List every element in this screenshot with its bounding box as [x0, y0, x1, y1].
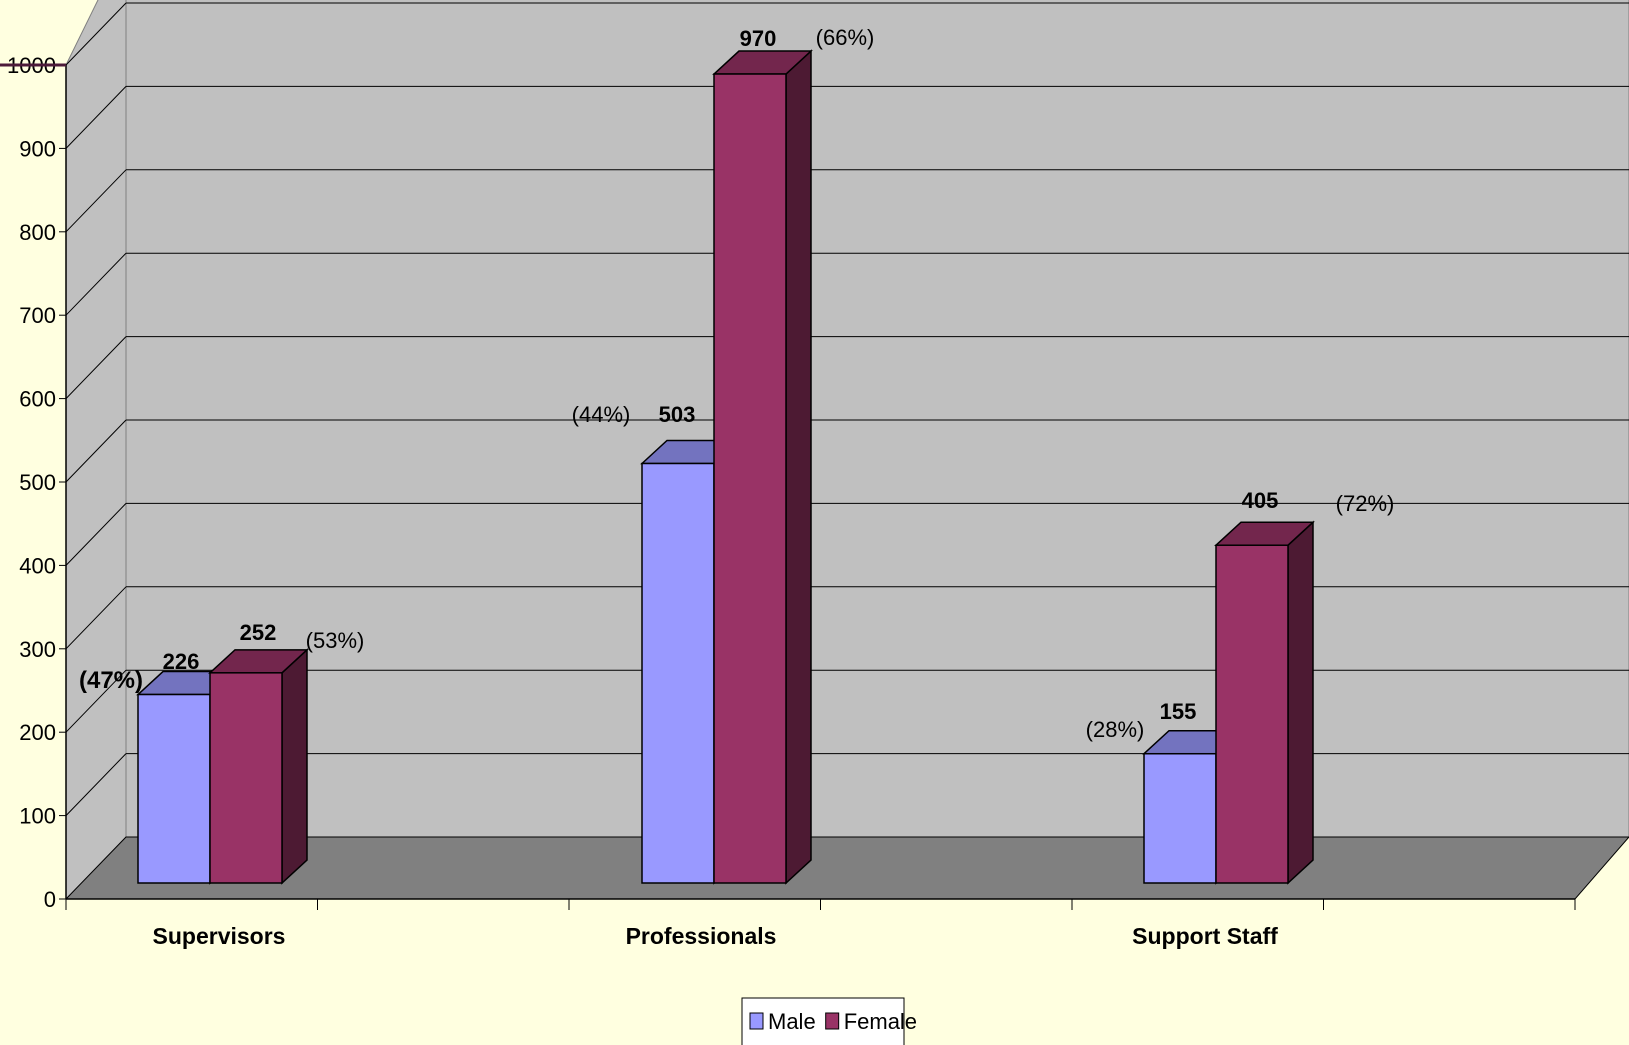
bar-front — [1143, 752, 1217, 884]
y-tick-label: 900 — [19, 136, 56, 161]
gridline-side — [65, 252, 127, 316]
value-label: 226 — [163, 649, 200, 674]
y-tick-label: 700 — [19, 303, 56, 328]
legend-box — [741, 997, 905, 1045]
value-label: 405 — [1242, 488, 1279, 513]
gridlines — [65, 2, 1629, 816]
bar-side — [785, 49, 812, 885]
legend: Male Female — [741, 997, 917, 1045]
bar-front — [641, 462, 715, 884]
gridline-side — [65, 503, 127, 566]
bar-front — [209, 672, 283, 884]
legend-label-male: Male — [768, 1009, 816, 1034]
data-labels: 226 (47%) 252 (53%) 503 (44%) 970 (66%) 155 (28%)… — [79, 25, 1394, 742]
bar-front — [1215, 544, 1289, 884]
legend-label-female: Female — [844, 1009, 917, 1034]
y-tick-label: 600 — [19, 387, 56, 412]
gridline-side — [65, 336, 127, 399]
percent-label: (66%) — [816, 25, 875, 50]
category-label: Supervisors — [153, 923, 286, 949]
value-label: 155 — [1160, 699, 1197, 724]
y-tick-label: 100 — [19, 804, 56, 829]
bar-supervisors-female — [208, 648, 309, 885]
legend-swatch-female — [825, 1012, 840, 1030]
bar-professionals-female — [712, 49, 813, 885]
bar-side — [1287, 520, 1314, 885]
percent-label: (44%) — [572, 402, 631, 427]
y-tick-label: 400 — [19, 553, 56, 578]
gridline-side — [65, 419, 127, 483]
percent-label: (72%) — [1336, 491, 1395, 516]
bar-support-staff-female — [1214, 520, 1315, 885]
gridline-side — [65, 86, 127, 149]
bar-front — [713, 73, 787, 884]
bar-front — [137, 693, 211, 884]
percent-label: (28%) — [1086, 717, 1145, 742]
side-wall — [65, 0, 127, 901]
gridline-side — [65, 753, 127, 816]
y-tick-label: 800 — [19, 220, 56, 245]
category-label: Support Staff — [1132, 923, 1278, 949]
y-tick-label: 500 — [19, 470, 56, 495]
legend-swatch-male — [749, 1012, 764, 1030]
gridline-side — [65, 669, 127, 733]
y-tick-label: 200 — [19, 720, 56, 745]
value-label: 252 — [240, 620, 277, 645]
bar-side — [281, 648, 308, 885]
percent-label: (53%) — [306, 628, 365, 653]
value-label: 503 — [659, 402, 696, 427]
gridline-side — [65, 586, 127, 650]
back-wall — [125, 0, 1629, 838]
gridline-side — [65, 2, 127, 66]
percent-label: (47%) — [79, 667, 143, 694]
category-label: Professionals — [626, 923, 777, 949]
axes: 01002003004005006007008009001000Supervis… — [0, 53, 1576, 949]
bars — [136, 49, 1315, 885]
gridline-side — [65, 169, 127, 233]
value-label: 970 — [740, 26, 777, 51]
y-tick-label: 0 — [44, 887, 56, 912]
y-tick-label: 300 — [19, 637, 56, 662]
